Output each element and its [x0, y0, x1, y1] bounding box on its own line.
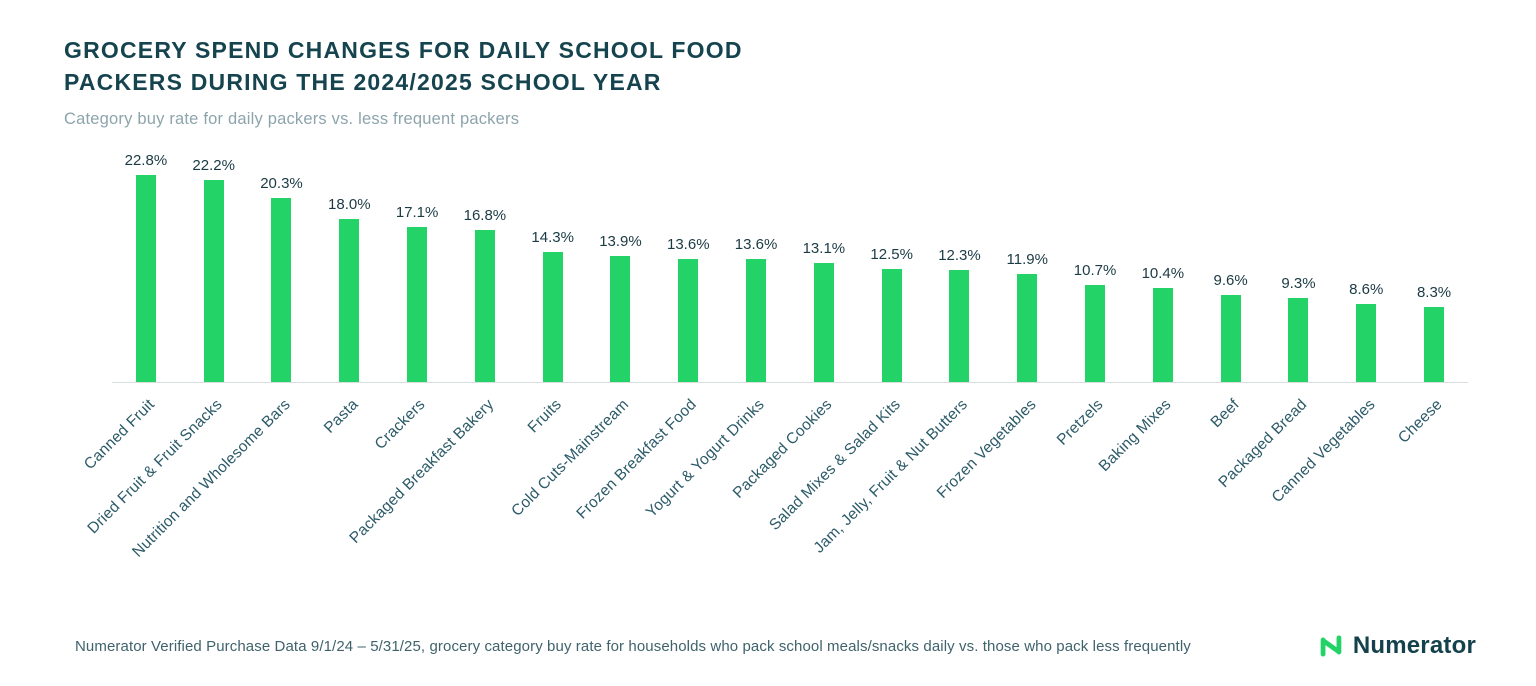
bar-column: 14.3% Fruits [519, 148, 587, 436]
chart-subtitle: Category buy rate for daily packers vs. … [64, 110, 520, 128]
bar[interactable] [1288, 297, 1309, 382]
category-label: Yogurt & Yogurt Drinks [643, 396, 769, 522]
bar-column: 9.6% Beef [1197, 148, 1265, 431]
category-label: Cheese [1395, 396, 1447, 447]
bar-value-label: 13.6% [734, 235, 778, 253]
bar-value-label: 13.1% [802, 240, 846, 258]
bar-value-label: 22.2% [192, 157, 235, 175]
bar[interactable] [813, 263, 834, 382]
category-label: Crackers [372, 396, 430, 453]
bar-column: 13.9% Cold Cuts-Mainstream [509, 148, 655, 520]
bar-column: 22.8% Canned Fruit [81, 148, 180, 473]
chart-header: GROCERY SPEND CHANGES FOR DAILY SCHOOL F… [0, 0, 1536, 129]
category-label: Beef [1207, 396, 1243, 432]
bar-column: 16.8% Packaged Breakfast Bakery [346, 148, 519, 547]
bar[interactable] [339, 218, 360, 382]
bar-column: 17.1% Crackers [372, 148, 451, 453]
bar-column: 22.2% Dried Fruit & Fruit Snacks [85, 148, 248, 537]
bar-value-label: 9.6% [1213, 271, 1248, 289]
bar-value-label: 9.3% [1281, 274, 1316, 292]
bar[interactable] [1152, 287, 1173, 382]
bar-value-label: 17.1% [395, 203, 439, 221]
bar[interactable] [1220, 294, 1241, 382]
bar-value-label: 18.0% [328, 195, 371, 213]
bar-value-label: 16.8% [463, 206, 507, 224]
category-label: Frozen Breakfast Food [573, 396, 701, 523]
bar-value-label: 12.5% [870, 245, 913, 263]
category-label: Fruits [524, 396, 565, 437]
bar-value-label: 8.6% [1349, 280, 1384, 298]
bar-column: 13.6% Yogurt & Yogurt Drinks [643, 148, 790, 522]
bar-column: 8.3% Cheese [1395, 148, 1468, 447]
bar-value-label: 11.9% [1006, 251, 1048, 268]
bar-column: 20.3% Nutrition and Wholesome Bars [129, 148, 316, 561]
bar-value-label: 20.3% [260, 174, 303, 192]
bar[interactable] [949, 270, 970, 382]
bar-value-label: 13.9% [599, 232, 642, 250]
category-label: Pretzels [1054, 396, 1108, 449]
footnote: Numerator Verified Purchase Data 9/1/24 … [75, 637, 1191, 655]
bar-chart: 22.8% Canned Fruit 22.2% Dried Fruit & Frui… [81, 148, 1468, 561]
bar-column: 18.0% Pasta [315, 148, 383, 437]
category-label: Cold Cuts-Mainstream [508, 396, 633, 520]
category-label: Dried Fruit & Fruit Snacks [84, 396, 226, 538]
bar[interactable] [474, 229, 495, 382]
bar[interactable] [1356, 303, 1377, 382]
bar[interactable] [881, 268, 902, 382]
bar-value-label: 12.3% [938, 247, 981, 265]
bar[interactable] [610, 255, 631, 382]
bar-column: 9.3% Packaged Bread [1215, 148, 1333, 491]
bar[interactable] [542, 252, 563, 382]
bar[interactable] [746, 258, 767, 382]
page-title-line1: GROCERY SPEND CHANGES FOR DAILY SCHOOL F… [64, 37, 743, 63]
bar-column: 12.3% Jam, Jelly, Fruit & Nut Butters [811, 148, 994, 556]
bar[interactable] [1424, 306, 1445, 382]
bar[interactable] [678, 258, 699, 382]
bar-column: 11.9% Frozen Vegetables [933, 148, 1061, 502]
bar[interactable] [135, 175, 156, 382]
bar-value-label: 10.7% [1073, 261, 1117, 279]
bar-column: 13.6% Frozen Breakfast Food [574, 148, 722, 523]
footer: Numerator Verified Purchase Data 9/1/24 … [0, 632, 1536, 660]
bar-value-label: 8.3% [1416, 283, 1452, 301]
category-label: Salad Mixes & Salad Kits [765, 396, 904, 534]
category-label: Baking Mixes [1095, 396, 1175, 475]
numerator-logo-icon [1317, 632, 1345, 660]
bar-column: 8.6% Canned Vegetables [1268, 148, 1400, 506]
bar-value-label: 13.6% [667, 235, 710, 253]
plot-area: 22.8% Canned Fruit 22.2% Dried Fruit & Frui… [81, 148, 1468, 561]
bar-value-label: 14.3% [531, 229, 574, 247]
bar-column: 12.5% Salad Mixes & Salad Kits [766, 148, 926, 534]
page-title: GROCERY SPEND CHANGES FOR DAILY SCHOOL F… [64, 34, 1472, 98]
bar[interactable] [271, 197, 292, 382]
bar-value-label: 10.4% [1141, 264, 1185, 282]
bar[interactable] [407, 226, 428, 382]
page-title-line2: PACKERS DURING THE 2024/2025 SCHOOL YEAR [64, 69, 662, 95]
category-label: Pasta [320, 396, 362, 437]
bar[interactable] [1085, 284, 1106, 382]
numerator-logo-text: Numerator [1352, 632, 1476, 659]
bar-value-label: 22.8% [124, 152, 168, 169]
numerator-logo: Numerator [1317, 632, 1476, 660]
bar-column: 10.4% Baking Mixes [1096, 148, 1197, 475]
category-label: Packaged Breakfast Bakery [346, 396, 497, 547]
bar[interactable] [1017, 274, 1038, 382]
bar-column: 13.1% Packaged Cookies [730, 148, 858, 502]
bar[interactable] [203, 180, 224, 382]
bar-column: 10.7% Pretzels [1054, 148, 1129, 449]
